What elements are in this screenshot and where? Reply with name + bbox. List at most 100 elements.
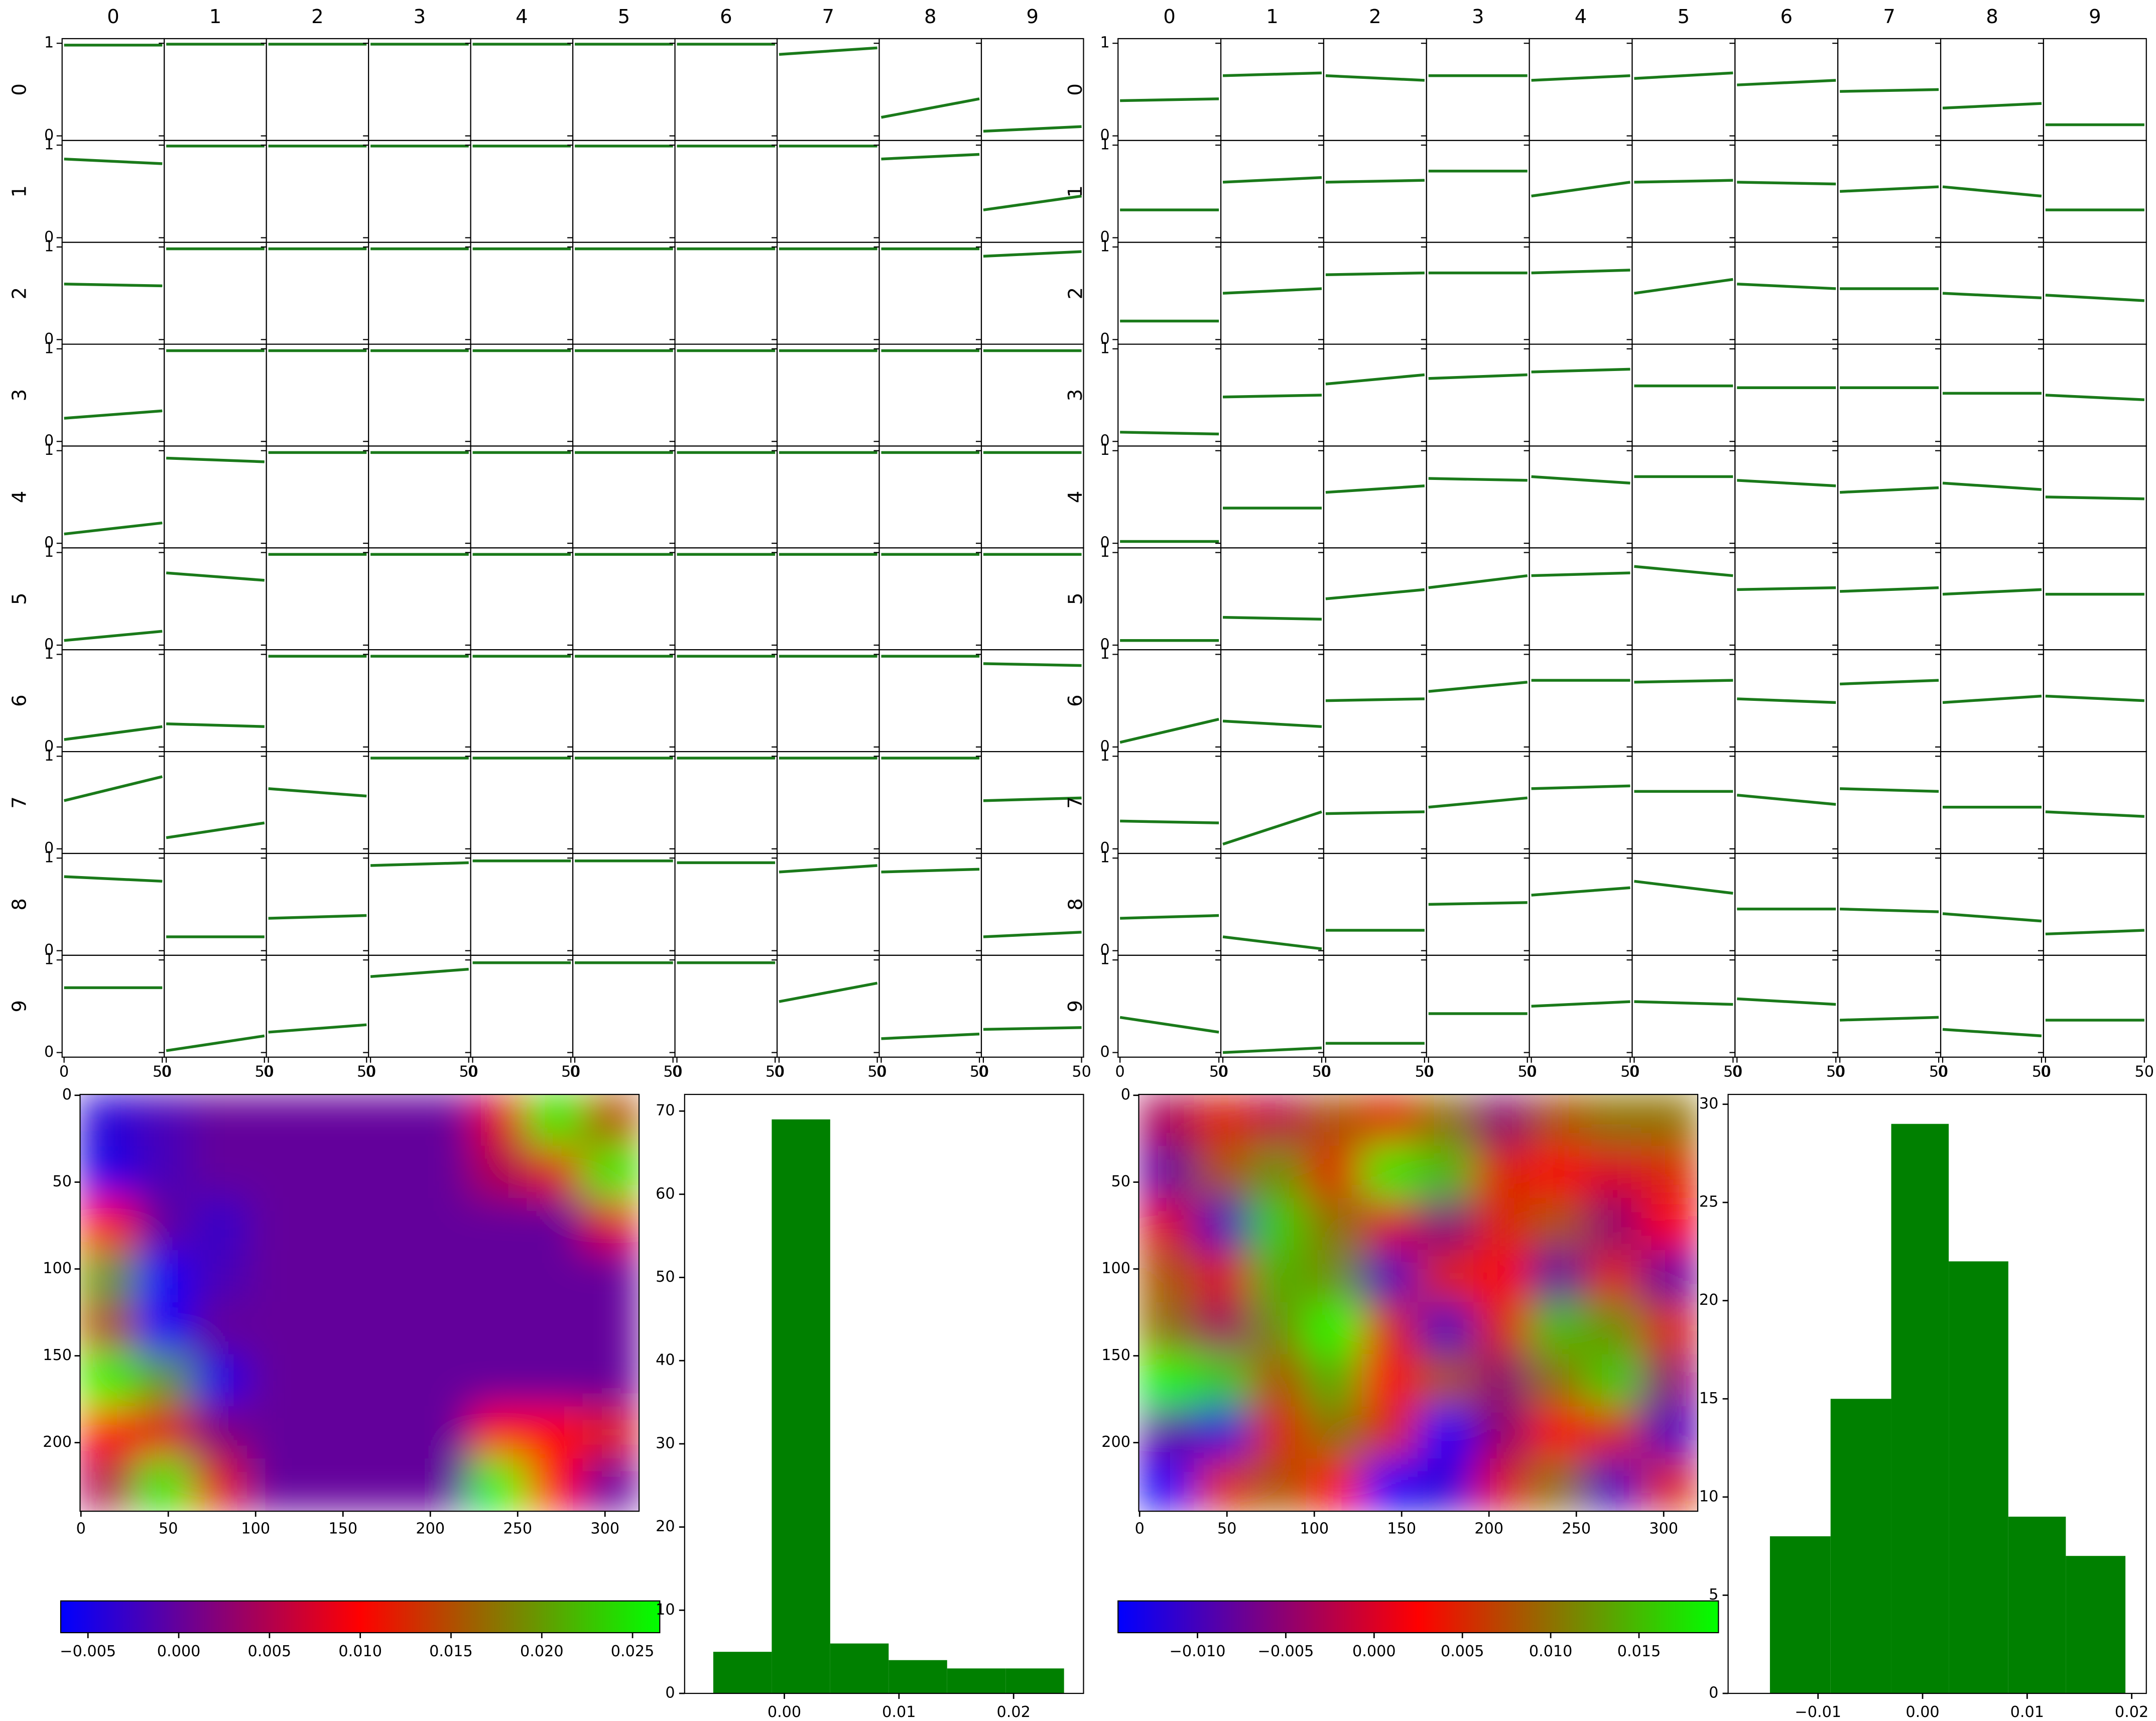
trend-line [166,722,265,728]
trend-line [64,521,163,536]
panel-frame [470,38,574,141]
heatmap-cell [1194,1458,1251,1512]
y-tick-label: 0 [44,737,54,755]
panel-frame [1220,547,1325,651]
trend-line [983,931,1082,938]
heatmap-cell [358,1250,417,1304]
heatmap-cell [1194,1354,1251,1408]
trend-line [1531,1000,1630,1008]
trend-line [1737,282,1836,290]
trend-line [1840,486,1939,494]
panel-frame [1837,751,1942,854]
panel-frame [164,140,267,243]
y-tick-label: 20 [656,1518,675,1535]
trend-line [983,1026,1082,1031]
heatmap-cell [415,1198,472,1252]
trend-line [881,1032,980,1040]
trend-line [1942,185,2042,198]
y-tick-label: 10 [656,1601,675,1619]
x-tick-label: 0 [1835,1063,1845,1080]
x-tick-label: 0 [1527,1063,1536,1080]
bar [1005,1668,1064,1694]
trend-line [370,861,469,867]
panel-frame [572,445,676,549]
trend-line [1222,71,1322,77]
heatmap-cell [1529,1406,1587,1460]
colorbar [60,1600,661,1634]
x-tick-label: 50 [2135,1063,2154,1080]
heatmap-cell [303,1146,360,1199]
row-label: 5 [1064,593,1087,605]
heatmap-cell [1361,1354,1419,1408]
panel-frame [1426,445,1530,549]
panel-frame [1426,241,1530,345]
heatmap-cell [1473,1250,1531,1304]
column-label: 2 [311,6,324,28]
heatmap-cell [80,1198,137,1252]
panel-frame [878,241,982,345]
y-tick-label: 1 [44,136,54,154]
y-tick-label: 70 [656,1102,675,1120]
panel-frame [368,38,471,141]
trend-line [1428,574,1528,589]
heatmap-frame [79,1093,640,1512]
bar [1769,1536,1831,1694]
x-tick-label: 0 [1218,1063,1227,1080]
trend-line [1634,880,1733,895]
panel-frame [1117,38,1222,141]
panel-frame [572,751,676,854]
column-label: 6 [1781,6,1793,28]
bar [830,1643,889,1694]
panel-frame [1220,954,1325,1058]
panel-frame [878,954,982,1058]
heatmap-cell [1194,1146,1251,1199]
heatmap-cell [1249,1198,1307,1252]
trend-line [779,981,878,1003]
panel-frame [1940,852,2045,956]
panel-frame [368,140,471,243]
heatmap-cell [1529,1354,1587,1408]
panel-frame [878,445,982,549]
panel-frame [470,343,574,447]
row-label: 0 [1064,83,1087,95]
heatmap-cell [470,1354,528,1408]
x-tick-label: 0.01 [882,1703,916,1721]
panel-frame [470,547,574,651]
heatmap-cell [415,1354,472,1408]
panel-frame [1631,649,1736,753]
panel-frame [1734,140,1839,243]
panel-frame [674,751,778,854]
panel-frame [1837,547,1942,651]
heatmap-cell [1138,1146,1196,1199]
x-tick-label: 0 [1115,1063,1125,1080]
panel-frame [1117,445,1222,549]
panel-frame [368,649,471,753]
x-tick-label: 50 [1072,1063,1091,1080]
trend-line [1942,292,2042,300]
panel-frame [980,751,1084,854]
panel-frame [980,649,1084,753]
column-label: 0 [107,6,119,28]
x-tick-label: 50 [663,1063,682,1080]
heatmap-cell [1473,1354,1531,1408]
panel-frame [1940,547,2045,651]
panel-frame [61,547,165,651]
heatmap-cells [80,1094,640,1512]
y-tick-label: 0 [44,127,54,144]
panel-frame [674,954,778,1058]
y-tick-label: 200 [43,1433,72,1451]
heatmap-cell [1361,1302,1419,1356]
y-tick-label: 1 [1100,34,1109,52]
colorbar-tick-label: 0.015 [429,1643,473,1660]
panel-frame [266,140,369,243]
heatmap-cell [247,1354,305,1408]
trend-line [1325,74,1425,82]
heatmap-cell [1306,1146,1363,1199]
y-tick-label: 0 [1100,737,1109,755]
heatmap-cell [1249,1302,1307,1356]
trend-line [1428,796,1528,809]
heatmap-cell [1194,1250,1251,1304]
x-tick-label: 50 [766,1063,785,1080]
panel-frame [61,852,165,956]
